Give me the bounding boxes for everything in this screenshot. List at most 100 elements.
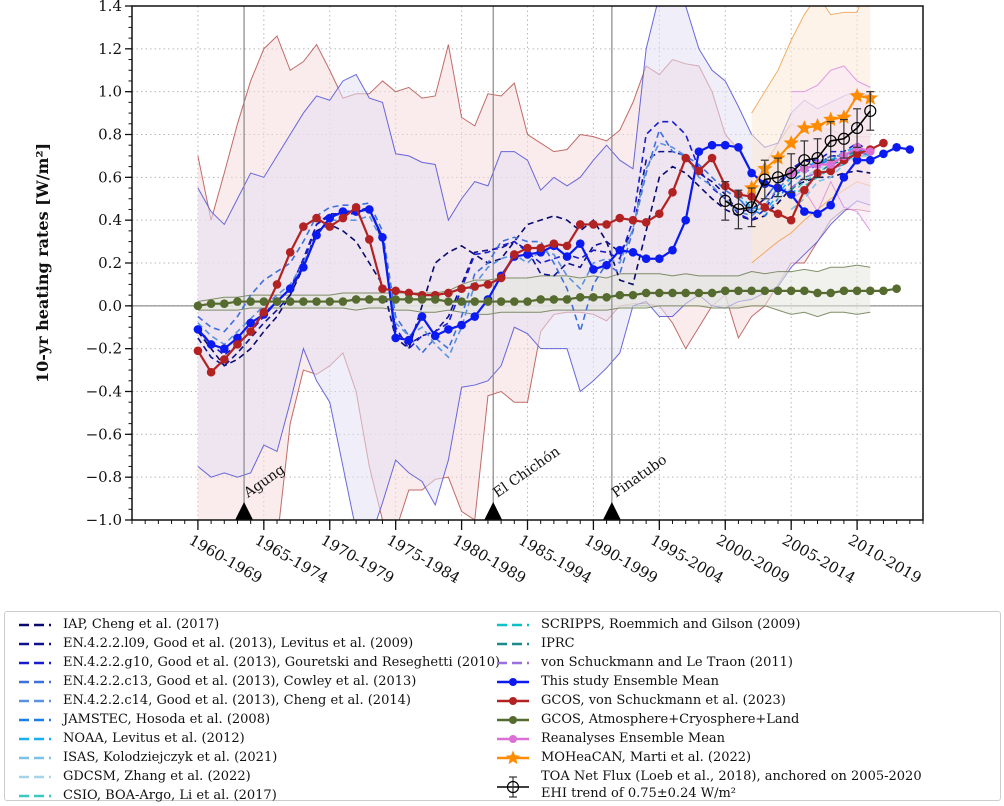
volcano-triangle-icon <box>602 502 621 520</box>
data-point <box>589 220 598 229</box>
data-point <box>892 284 901 294</box>
series-moheacan-marti-et-al-2022- <box>744 87 878 195</box>
data-point <box>299 262 308 272</box>
volcano-label: El Chichón <box>490 444 563 502</box>
data-point <box>602 220 611 229</box>
y-axis-label: 10-yr heating rates [W/m²] <box>33 143 52 383</box>
series-line <box>750 94 871 189</box>
data-point-open <box>798 154 811 167</box>
data-point <box>312 213 321 223</box>
legend-label: GCOS, Atmosphere+Cryosphere+Land <box>541 712 800 727</box>
legend-item: TOA Net Flux (Loeb et al., 2018), anchor… <box>495 768 941 806</box>
data-point <box>575 292 585 302</box>
legend-label: SCRIPPS, Roemmich and Gilson (2009) <box>541 617 801 632</box>
data-point <box>259 297 269 306</box>
data-point <box>720 286 730 296</box>
legend-label: GDCSM, Zhang et al. (2022) <box>63 769 251 784</box>
volcano-triangle-icon <box>235 502 254 520</box>
legend-dash-line-icon <box>19 794 51 798</box>
data-point <box>430 295 440 304</box>
data-point <box>496 297 506 306</box>
data-point <box>707 140 717 150</box>
series-line <box>790 155 871 211</box>
data-point <box>786 286 796 296</box>
data-point <box>852 286 862 296</box>
data-point <box>219 355 229 364</box>
data-point <box>747 168 756 178</box>
data-point <box>246 318 255 328</box>
envelope-upper <box>751 6 860 114</box>
legend-label: MOHeaCAN, Marti et al. (2022) <box>541 750 752 765</box>
legend-item: SCRIPPS, Roemmich and Gilson (2009) <box>495 616 941 635</box>
x-tick-label: 1975-1984 <box>384 531 464 587</box>
data-point <box>602 260 611 270</box>
data-point <box>826 166 836 176</box>
data-point <box>233 297 242 306</box>
y-tick-label: 1.4 <box>98 0 122 15</box>
legend-dot-line-icon <box>497 735 529 743</box>
legend-dot-line-icon <box>497 678 529 686</box>
data-point <box>760 286 770 296</box>
data-point <box>668 245 677 255</box>
series-isas-kolodziejczyk-et-al-2021- <box>790 155 871 211</box>
data-point <box>299 297 308 306</box>
data-point <box>483 280 493 289</box>
data-point <box>655 288 664 298</box>
data-point <box>430 331 440 341</box>
legend-item: von Schuckmann and Le Traon (2011) <box>495 654 941 673</box>
legend-dash-line-icon <box>19 699 51 703</box>
data-point <box>325 222 335 231</box>
data-point <box>523 297 532 306</box>
legend-label: ISAS, Kolodziejczyk et al. (2021) <box>63 750 278 765</box>
volcano-label: Pinatubo <box>609 452 670 501</box>
data-point <box>523 243 532 253</box>
legend-item: ISAS, Kolodziejczyk et al. (2021) <box>17 749 500 768</box>
data-point <box>457 297 466 306</box>
data-point <box>417 312 427 321</box>
x-tick-label: 1990-1999 <box>581 531 661 587</box>
data-point-star <box>783 135 799 150</box>
data-point-open <box>837 132 851 145</box>
data-point <box>655 209 664 219</box>
y-tick-label: 0.0 <box>98 297 122 315</box>
data-point <box>589 292 598 302</box>
data-point <box>338 207 348 216</box>
envelopes <box>197 6 871 520</box>
data-point <box>536 243 545 253</box>
data-point <box>879 138 888 148</box>
legend-item: IAP, Cheng et al. (2017) <box>17 616 500 635</box>
legend-item: Reanalyses Ensemble Mean <box>495 730 941 749</box>
x-tick-label: 2010-2019 <box>845 531 925 587</box>
data-point <box>523 250 532 259</box>
legend-label: Reanalyses Ensemble Mean <box>541 731 726 746</box>
legend-dot-line-icon <box>497 716 529 724</box>
data-point <box>457 284 466 294</box>
y-tick-label: 0.4 <box>98 211 122 229</box>
data-point <box>865 147 875 156</box>
data-point <box>773 209 783 219</box>
data-point <box>826 200 836 210</box>
envelope-lower <box>278 208 871 520</box>
x-tick-label: 1965-1974 <box>252 531 332 587</box>
data-point <box>892 143 901 152</box>
data-point <box>483 297 493 306</box>
legend-dot-line-icon <box>497 697 529 705</box>
data-point <box>206 340 216 349</box>
legend-column-2: SCRIPPS, Roemmich and Gilson (2009) IPRC v… <box>495 616 941 806</box>
data-point <box>404 288 414 298</box>
data-point <box>378 284 387 294</box>
data-point <box>233 333 242 343</box>
data-point <box>628 215 638 225</box>
data-point <box>365 205 374 214</box>
data-point <box>193 301 203 311</box>
data-point <box>589 265 598 274</box>
data-point <box>444 325 453 334</box>
legend-label: NOAA, Levitus et al. (2012) <box>63 731 245 746</box>
data-point <box>800 207 809 216</box>
x-tick-label: 1980-1989 <box>450 531 530 587</box>
legend-item: GDCSM, Zhang et al. (2022) <box>17 768 500 787</box>
data-point <box>707 288 717 298</box>
legend-label: von Schuckmann and Le Traon (2011) <box>541 655 793 670</box>
data-point <box>826 160 836 169</box>
data-point <box>694 166 704 176</box>
